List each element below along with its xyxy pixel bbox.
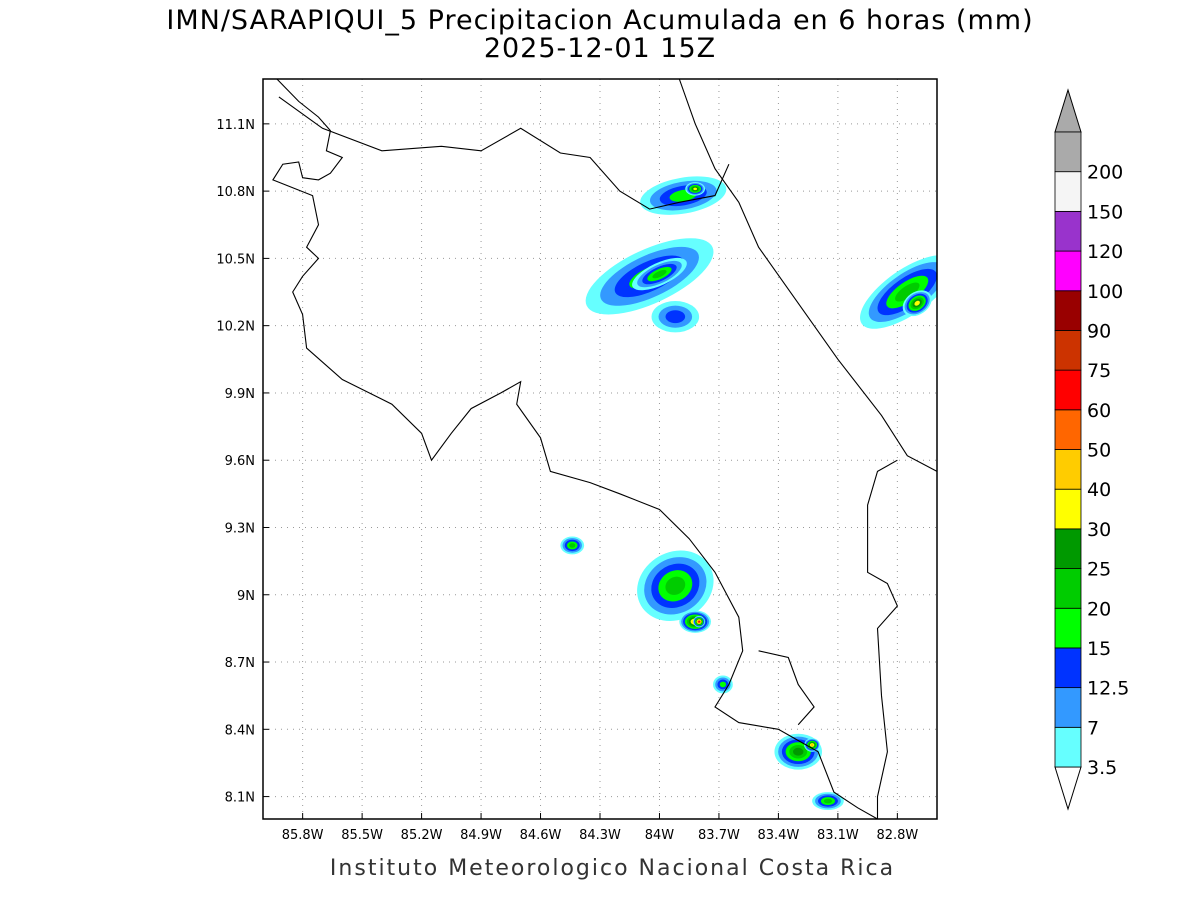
lon-tick-label: 85.5W: [341, 828, 383, 843]
colorbar-swatch: [1054, 131, 1082, 173]
lon-tick-label: 83.1W: [817, 828, 859, 843]
colorbar-label: 150: [1087, 201, 1123, 223]
lat-tick-label: 9.6N: [225, 454, 255, 469]
colorbar-swatch: [1054, 171, 1082, 212]
lon-tick-label: 84.3W: [579, 828, 621, 843]
colorbar-swatch: [1054, 250, 1082, 292]
colorbar-swatch: [1054, 369, 1082, 411]
coastline-line: [272, 79, 878, 819]
precip-contour: [914, 300, 920, 306]
colorbar-label: 7: [1087, 717, 1099, 739]
precip-contour: [652, 269, 667, 279]
precip-contour: [793, 747, 804, 756]
lon-tick-label: 82.8W: [876, 828, 918, 843]
lon-tick-label: 85.8W: [282, 828, 324, 843]
colorbar-swatch: [1054, 647, 1082, 689]
colorbar-label: 30: [1087, 519, 1111, 541]
colorbar-swatch: [1054, 210, 1082, 252]
colorbar-swatch: [1054, 687, 1082, 728]
colorbar-label: 3.5: [1087, 757, 1117, 779]
precip-contour: [719, 681, 727, 688]
precip-contour: [823, 798, 833, 804]
colorbar-swatch: [1054, 330, 1082, 371]
lat-tick-label: 8.4N: [225, 723, 255, 738]
precip-contour: [569, 543, 576, 548]
colorbar-label: 25: [1087, 559, 1111, 581]
colorbar-label: 12.5: [1087, 678, 1129, 700]
colorbar-swatch: [1054, 528, 1082, 569]
colorbar-label: 75: [1087, 360, 1111, 382]
lat-tick-label: 10.8N: [216, 185, 255, 200]
lon-tick-label: 83.4W: [758, 828, 800, 843]
map-title: IMN/SARAPIQUI_5 Precipitacion Acumulada …: [166, 5, 1034, 36]
precip-contour: [698, 620, 700, 623]
border-panama-line: [867, 459, 899, 819]
border-nicaragua-line: [278, 96, 730, 210]
colorbar-swatch: [1054, 488, 1082, 530]
colorbar-swatch: [1054, 290, 1082, 331]
lon-tick-label: 84W: [645, 828, 675, 843]
lat-tick-label: 8.1N: [225, 791, 255, 806]
colorbar-label: 200: [1087, 162, 1123, 184]
lat-tick-label: 9.9N: [225, 387, 255, 402]
map-datetime: 2025-12-01 15Z: [483, 33, 717, 64]
lon-tick-label: 84.6W: [520, 828, 562, 843]
colorbar-label: 50: [1087, 440, 1111, 462]
lat-tick-label: 10.5N: [216, 252, 255, 267]
lat-tick-label: 11.1N: [216, 118, 255, 133]
colorbar-swatch: [1054, 726, 1082, 768]
precipitation-field: [560, 176, 937, 811]
precip-contour: [665, 310, 686, 324]
map-frame: [262, 78, 938, 820]
osa-inlet-line: [758, 650, 815, 726]
coastlines: [272, 79, 937, 819]
lon-tick-label: 84.9W: [460, 828, 502, 843]
longitude-ticks: 85.8W 85.5W 85.2W 84.9W 84.6W 84.3W 84W 83.7W 83…: [282, 813, 918, 843]
lat-tick-label: 9.3N: [225, 521, 255, 536]
colorbar-swatch: [1054, 568, 1082, 609]
colorbar-label: 15: [1087, 638, 1111, 660]
grid-lines: [263, 79, 937, 819]
colorbar-swatch: [1054, 607, 1082, 649]
colorbar: 3.5 7 12.5 15 20 25 30 40 50 60 75 90 100 120 150 200: [1054, 88, 1129, 811]
colorbar-over-arrow: [1054, 88, 1082, 133]
precip-contour: [693, 187, 698, 191]
precip-contour: [665, 576, 686, 595]
colorbar-label: 60: [1087, 400, 1111, 422]
colorbar-swatch: [1054, 409, 1082, 450]
lat-tick-label: 9N: [237, 589, 255, 604]
coastline-caribbean-line: [678, 79, 937, 472]
colorbar-swatch: [1054, 449, 1082, 490]
lon-tick-label: 85.2W: [401, 828, 443, 843]
latitude-ticks: 8.1N 8.4N 8.7N 9N 9.3N 9.6N 9.9N 10.2N 10.5N 10.8…: [216, 118, 269, 806]
footer-credit: Instituto Meteorologico Nacional Costa R…: [329, 856, 896, 881]
colorbar-label: 120: [1087, 241, 1123, 263]
colorbar-label: 40: [1087, 479, 1111, 501]
precip-contour: [895, 282, 920, 302]
colorbar-label: 100: [1087, 281, 1123, 303]
precip-contour: [810, 743, 814, 747]
colorbar-label: 20: [1087, 598, 1111, 620]
colorbar-under-arrow: [1054, 766, 1082, 811]
lat-tick-label: 8.7N: [225, 656, 255, 671]
lat-tick-label: 10.2N: [216, 320, 255, 335]
lon-tick-label: 83.7W: [698, 828, 740, 843]
colorbar-label: 90: [1087, 320, 1111, 342]
